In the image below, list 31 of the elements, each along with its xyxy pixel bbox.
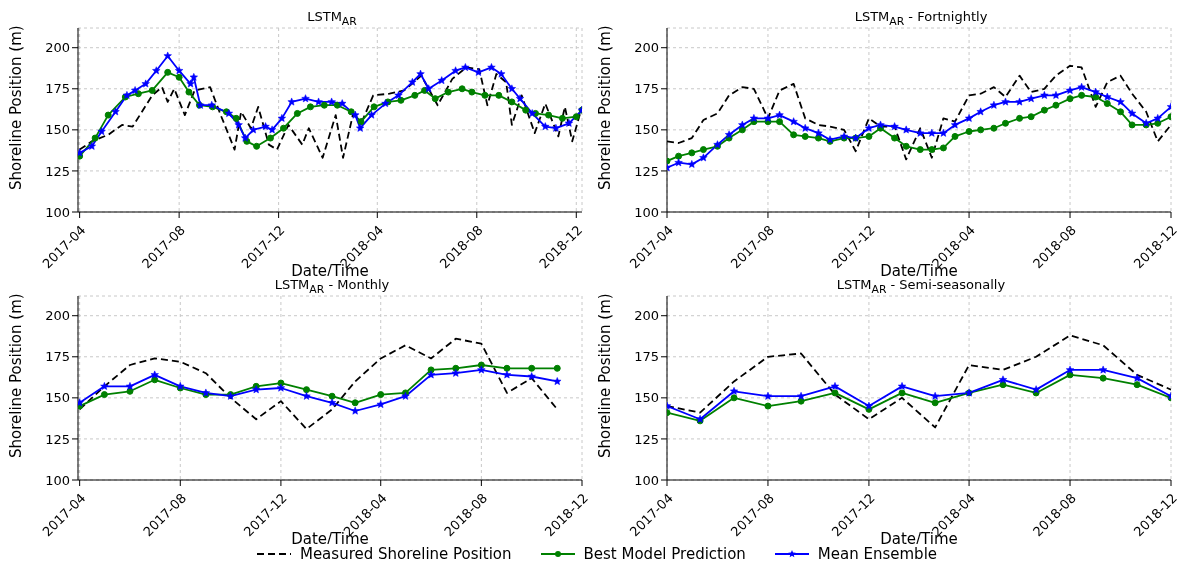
y-tick-label: 125 — [634, 163, 659, 179]
y-axis-title: Shoreline Position (m) — [596, 293, 615, 458]
y-tick-label: 100 — [45, 204, 70, 220]
chart-title: LSTM$_{AR}$ - Monthly — [273, 276, 391, 296]
y-tick-label: 175 — [634, 349, 659, 365]
legend-label: Mean Ensemble — [817, 545, 938, 563]
legend-label: Best Model Prediction — [583, 545, 746, 563]
y-tick-label: 150 — [634, 122, 659, 138]
y-tick-label: 175 — [634, 81, 659, 97]
chart-title: LSTM$_{AR}$ — [306, 8, 358, 28]
y-tick-label: 150 — [45, 122, 70, 138]
y-tick-label: 150 — [634, 390, 659, 406]
y-axis-title: Shoreline Position (m) — [7, 293, 26, 458]
y-tick-label: 200 — [45, 308, 70, 324]
y-tick-label: 150 — [45, 390, 70, 406]
y-tick-label: 175 — [45, 81, 70, 97]
chart-title: LSTM$_{AR}$ - Semi-seasonally — [835, 276, 1007, 296]
y-tick-label: 175 — [45, 349, 70, 365]
y-tick-label: 200 — [634, 40, 659, 56]
y-tick-label: 200 — [634, 308, 659, 324]
legend-label: Measured Shoreline Position — [299, 545, 512, 563]
y-tick-label: 125 — [634, 431, 659, 447]
y-axis-title: Shoreline Position (m) — [7, 25, 26, 190]
chart-title: LSTM$_{AR}$ - Fortnightly — [853, 8, 989, 28]
y-tick-label: 100 — [45, 472, 70, 488]
y-tick-label: 100 — [634, 472, 659, 488]
y-tick-label: 200 — [45, 40, 70, 56]
y-tick-label: 125 — [45, 163, 70, 179]
y-axis-title: Shoreline Position (m) — [596, 25, 615, 190]
y-tick-label: 100 — [634, 204, 659, 220]
y-tick-label: 125 — [45, 431, 70, 447]
